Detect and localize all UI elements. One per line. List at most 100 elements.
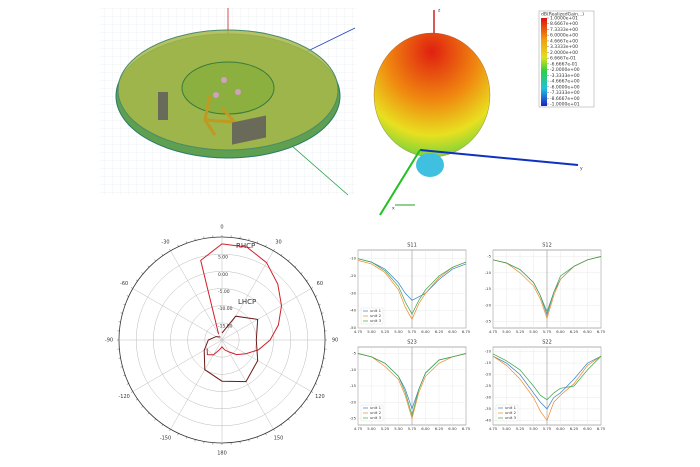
minor-tick	[141, 272, 144, 274]
x-tick-label: 5.25	[381, 426, 390, 431]
x-tick-label: 6.00	[421, 426, 430, 431]
series-line	[357, 353, 467, 420]
minor-tick	[315, 295, 318, 297]
x-tick-label: 6.75	[597, 426, 606, 431]
minor-tick	[273, 429, 275, 432]
series-line	[357, 353, 467, 417]
minor-tick	[248, 439, 250, 442]
theta-tick-label: 120	[315, 394, 325, 400]
legend-label: unit 1	[370, 308, 382, 313]
y-tick-label: -25	[350, 416, 357, 421]
r-tick-label: -10.00	[218, 306, 233, 312]
x-tick-label: 6.75	[597, 329, 606, 334]
minor-tick	[177, 433, 179, 436]
x-tick-label: 5.25	[516, 329, 525, 334]
grid-spoke	[132, 288, 223, 341]
annotation: LHCP	[238, 298, 256, 306]
y-tick-label: -30	[350, 290, 357, 295]
colorbar-label: 7.3333e+00	[550, 27, 578, 33]
minor-tick	[126, 383, 129, 385]
x-tick-label: 6.50	[448, 329, 457, 334]
grid-spoke	[170, 250, 223, 341]
polar-curve	[200, 243, 283, 356]
x-tick-label: 5.00	[367, 426, 376, 431]
s-parameter-plots: S11 4.75 5.00 5.25 5.50 5.75 6.00 6.25 6.50 6.75 -…	[350, 243, 606, 432]
y-tick-label: -50	[350, 325, 357, 330]
axis-label: y	[580, 167, 583, 172]
minor-tick	[273, 248, 275, 251]
theta-tick-label: 30	[275, 240, 281, 246]
x-tick-label: 5.75	[543, 329, 552, 334]
grid-spoke	[221, 288, 312, 341]
y-tick-label: -20	[350, 399, 357, 404]
x-tick-label: 6.75	[462, 329, 471, 334]
minor-tick	[280, 424, 283, 427]
theta-tick-label: -60	[120, 281, 128, 287]
minor-tick	[135, 279, 138, 282]
y-tick-label: -15	[485, 360, 492, 365]
x-tick-label: 5.50	[394, 329, 403, 334]
theta-tick-label: -90	[105, 338, 113, 344]
minor-tick	[265, 244, 267, 247]
radiation-pattern	[373, 10, 595, 216]
minor-tick	[294, 412, 297, 415]
legend-label: unit 2	[505, 410, 517, 415]
plot-title: S12	[542, 243, 552, 249]
y-tick-label: -5	[487, 254, 491, 259]
series-line	[492, 353, 602, 401]
grid-spoke	[221, 339, 274, 430]
legend-label: unit 2	[370, 410, 382, 415]
r-tick-label: 0.00	[218, 272, 228, 278]
x-tick-label: 6.50	[583, 426, 592, 431]
minor-tick	[288, 259, 290, 262]
colorbar-label: 3.3333e+00	[550, 44, 578, 50]
y-tick-label: -10	[350, 367, 357, 372]
x-tick-label: 5.00	[502, 426, 511, 431]
plot-title: S23	[407, 340, 417, 346]
legend-box	[360, 404, 384, 422]
r-tick-label: -15.00	[218, 323, 233, 329]
minor-tick	[306, 398, 309, 401]
legend-title: dB(RealizedGain...)	[541, 12, 584, 18]
theta-tick-label: 150	[274, 435, 284, 441]
colorbar-label: 6.6667e-01	[550, 56, 576, 62]
x-tick-label: 6.25	[570, 329, 579, 334]
x-tick-label: 5.50	[529, 329, 538, 334]
minor-tick	[154, 418, 156, 421]
x-tick-label: 6.25	[435, 329, 444, 334]
plot-title: S11	[407, 243, 417, 249]
x-tick-label: 5.00	[502, 329, 511, 334]
y-tick-label: -25	[485, 319, 492, 324]
theta-tick-label: -120	[118, 394, 129, 400]
minor-tick	[130, 287, 133, 289]
minor-tick	[141, 406, 144, 408]
minor-tick	[169, 248, 171, 251]
colorbar-label: -7.3333e+00	[550, 90, 580, 96]
annotation: RHCP	[236, 242, 255, 250]
x-tick-label: 5.75	[408, 426, 417, 431]
x-tick-label: 5.25	[381, 329, 390, 334]
minor-tick	[248, 238, 250, 241]
colorbar-label: 4.6667e+00	[550, 38, 578, 44]
minor-tick	[311, 287, 314, 289]
polar-curve	[203, 315, 259, 383]
minor-tick	[306, 279, 309, 282]
axis-label: x	[392, 207, 395, 212]
legend-label: unit 3	[505, 415, 517, 420]
x-tick-label: 4.75	[489, 329, 498, 334]
colorbar-label: 1.0000e+01	[550, 16, 578, 22]
minor-tick	[120, 366, 123, 368]
r-tick-label: 5.00	[218, 255, 228, 261]
minor-tick	[126, 295, 129, 297]
legend-label: unit 1	[505, 405, 517, 410]
x-tick-label: 6.50	[448, 426, 457, 431]
minor-tick	[130, 391, 133, 393]
minor-tick	[300, 406, 303, 408]
minor-tick	[194, 439, 196, 442]
y-tick-label: -25	[485, 383, 492, 388]
y-tick-label: -15	[350, 383, 357, 388]
legend-label: unit 2	[370, 313, 382, 318]
minor-tick	[147, 412, 150, 415]
grid-spoke	[170, 339, 223, 430]
colorbar-label: 8.6667e+00	[550, 21, 578, 27]
